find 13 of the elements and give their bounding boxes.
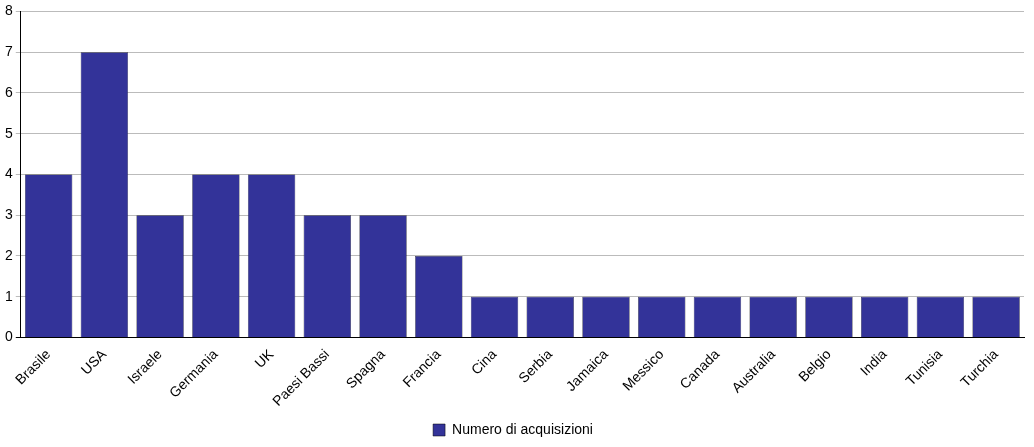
x-tick-label: UK — [251, 345, 277, 371]
y-tick-label: 8 — [4, 2, 13, 19]
y-tick-label: 1 — [4, 287, 13, 304]
y-tick-label: 0 — [4, 328, 13, 345]
x-tick-label: Cina — [467, 345, 500, 378]
y-tick-label: 5 — [4, 124, 13, 141]
legend-label: Numero di acquisizioni — [452, 420, 593, 437]
y-tick-label: 6 — [4, 83, 13, 100]
y-tick-label: 7 — [4, 43, 13, 60]
x-tick-label: USA — [77, 345, 110, 378]
y-tick-label: 4 — [4, 165, 13, 182]
y-tick-label: 2 — [4, 246, 13, 263]
y-tick-label: 3 — [4, 206, 13, 223]
